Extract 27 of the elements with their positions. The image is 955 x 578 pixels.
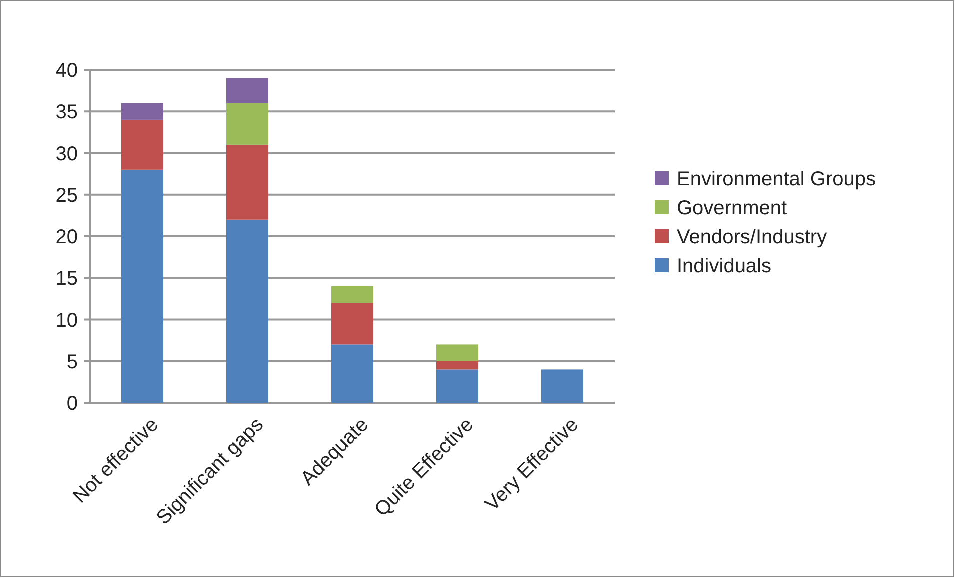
bar	[436, 344, 478, 362]
y-tick-label: 0	[66, 393, 78, 415]
bar	[332, 303, 374, 345]
bar	[122, 103, 164, 120]
bar	[332, 344, 374, 403]
y-tick-label: 15	[56, 268, 78, 290]
y-tick-label: 25	[56, 184, 78, 207]
y-tick-label: 30	[56, 143, 78, 166]
bar	[122, 120, 164, 170]
bar	[542, 370, 584, 403]
y-tick-label: 20	[56, 226, 78, 248]
bar	[436, 370, 478, 403]
bar	[226, 144, 268, 220]
bar	[332, 286, 374, 304]
bar	[436, 361, 478, 370]
y-tick-label: 40	[56, 60, 78, 82]
bar	[226, 103, 268, 145]
legend-label: Government	[677, 198, 788, 220]
y-tick-label: 5	[66, 351, 78, 374]
legend-label: Environmental Groups	[677, 168, 876, 190]
legend-label: Vendors/Industry	[677, 226, 828, 248]
legend-label: Individuals	[677, 256, 772, 278]
y-tick-label: 35	[56, 102, 78, 124]
bar	[122, 170, 164, 403]
bar	[226, 78, 268, 104]
y-tick-label: 10	[56, 310, 78, 332]
bar	[226, 220, 268, 403]
